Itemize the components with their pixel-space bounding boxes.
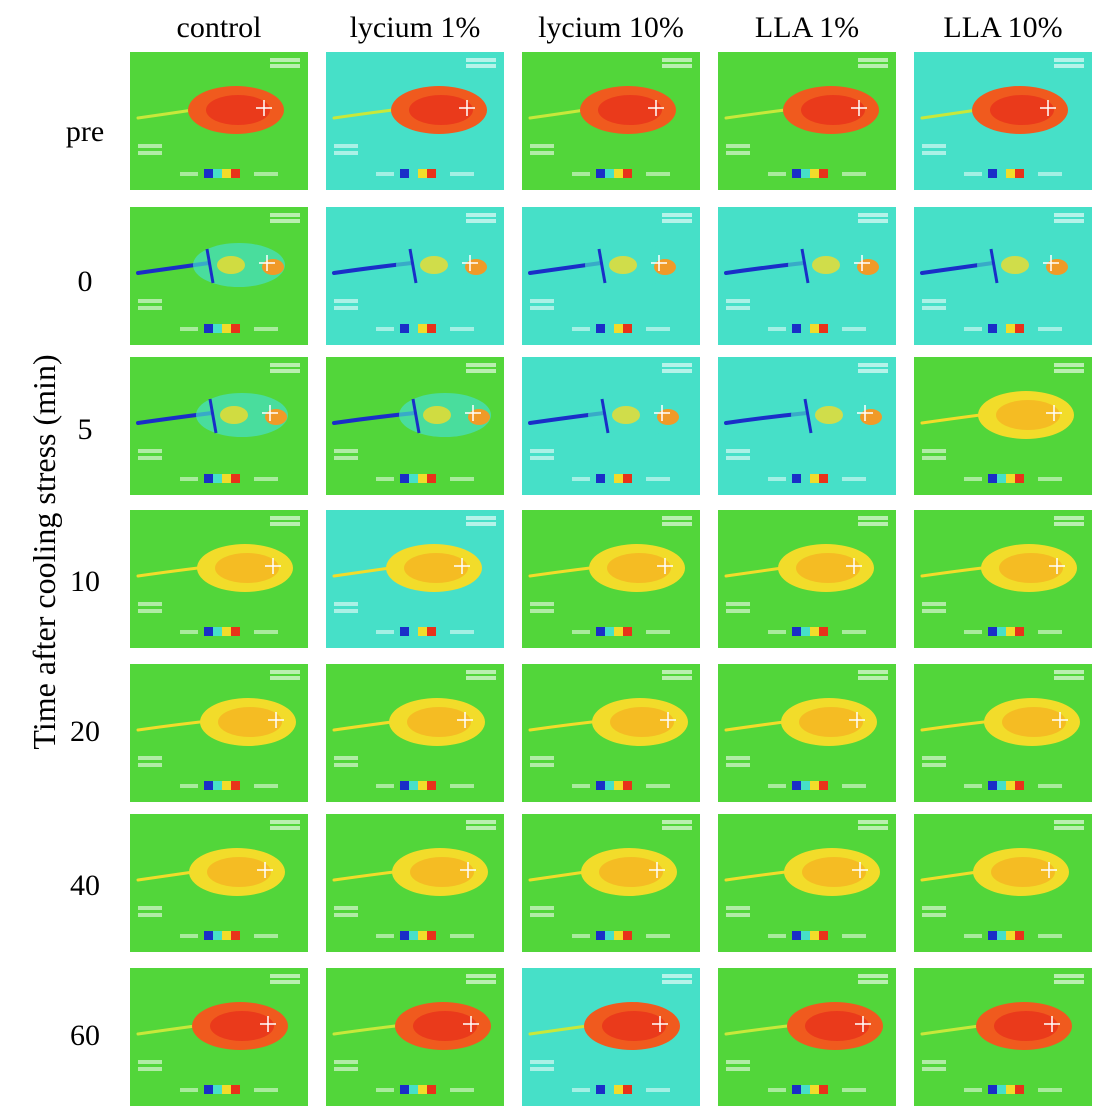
thermal-image-tile — [914, 968, 1092, 1106]
thermal-image-tile — [718, 357, 896, 495]
column-header-lycium-1: lycium 1% — [349, 11, 481, 44]
row-label-40: 40 — [70, 869, 100, 902]
thermal-image-tile — [914, 814, 1092, 952]
thermal-image-tile — [914, 52, 1092, 190]
thermal-image-tile — [326, 357, 504, 495]
thermal-image-tile — [522, 814, 700, 952]
thermal-image-tile — [130, 510, 308, 648]
thermal-image-tile — [326, 510, 504, 648]
thermal-image-tile — [522, 357, 700, 495]
row-label-20: 20 — [70, 715, 100, 748]
thermal-image-tile — [522, 207, 700, 345]
thermal-image-tile — [718, 510, 896, 648]
row-label-pre: pre — [65, 115, 105, 148]
thermal-image-tile — [914, 664, 1092, 802]
row-label-10: 10 — [70, 565, 100, 598]
row-label-5: 5 — [77, 413, 93, 446]
row-label-0: 0 — [77, 265, 93, 298]
thermal-image-tile — [914, 207, 1092, 345]
thermal-image-tile — [914, 357, 1092, 495]
thermal-image-tile — [130, 968, 308, 1106]
thermal-image-tile — [718, 664, 896, 802]
thermal-image-tile — [718, 814, 896, 952]
thermal-image-tile — [326, 664, 504, 802]
column-header-lla-1: LLA 1% — [754, 11, 860, 44]
thermal-image-tile — [326, 207, 504, 345]
thermal-image-tile — [130, 664, 308, 802]
thermal-image-tile — [130, 207, 308, 345]
thermal-image-tile — [718, 207, 896, 345]
thermal-image-tile — [326, 968, 504, 1106]
thermal-image-tile — [914, 510, 1092, 648]
thermal-image-tile — [718, 52, 896, 190]
column-header-lla-10: LLA 10% — [943, 11, 1063, 44]
thermal-image-tile — [522, 664, 700, 802]
thermal-image-tile — [718, 968, 896, 1106]
thermal-image-tile — [130, 52, 308, 190]
column-header-control: control — [176, 11, 262, 44]
thermal-image-tile — [326, 814, 504, 952]
column-header-lycium-10: lycium 10% — [538, 11, 684, 44]
row-label-60: 60 — [70, 1019, 100, 1052]
thermal-image-tile — [130, 814, 308, 952]
thermal-image-tile — [130, 357, 308, 495]
thermal-image-tile — [326, 52, 504, 190]
thermal-image-tile — [522, 510, 700, 648]
thermal-image-tile — [522, 968, 700, 1106]
thermal-image-tile — [522, 52, 700, 190]
